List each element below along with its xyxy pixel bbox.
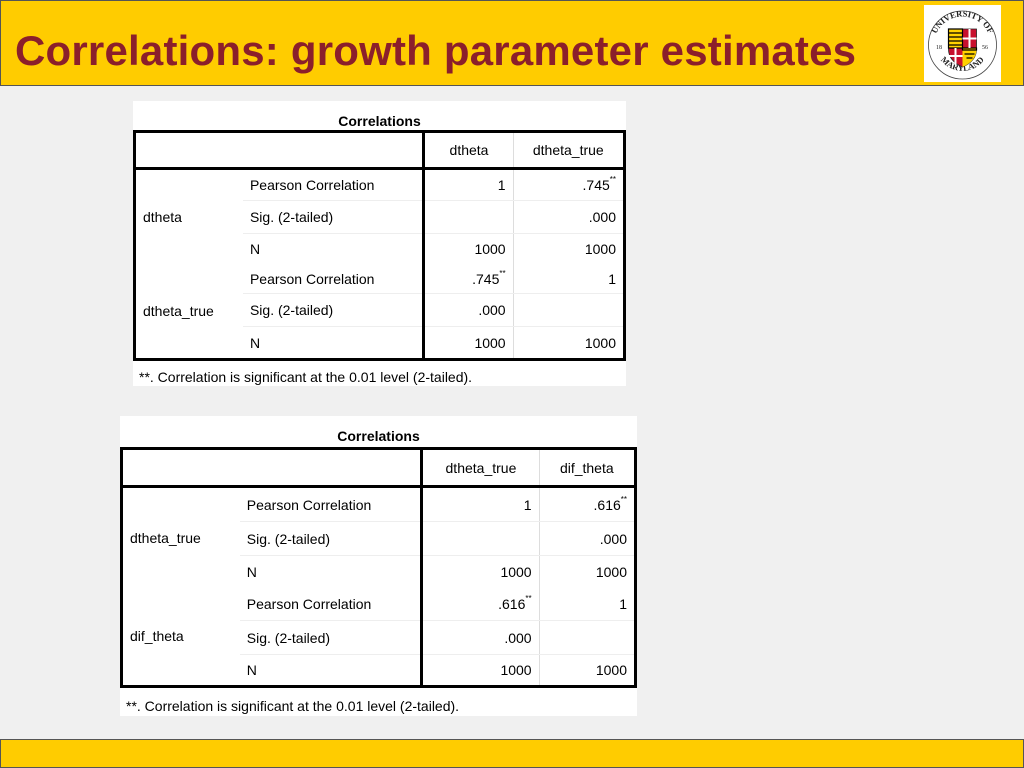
table-caption: Correlations [338,113,421,129]
table-cell: 1000 [421,654,540,687]
row-stat-label: N [242,326,426,360]
table-cell: 1 [421,486,540,522]
header-corner [121,448,424,488]
table-row: Sig. (2-tailed) .000 [122,620,636,655]
correlations-table-2: Correlations dtheta_true dif_theta dthet… [120,416,637,716]
table-cell: .000 [421,620,540,655]
svg-text:18: 18 [936,45,942,51]
row-stat-label: Pearson Correlation [239,587,424,621]
correlation-grid: dtheta dtheta_true dtheta Pearson Correl… [133,130,626,361]
column-header: dtheta_true [421,448,540,488]
table-cell: .000 [423,293,514,327]
table-cell: 1000 [421,555,540,588]
table-row: dtheta_true Pearson Correlation 1 .616** [122,486,636,546]
table-row: Sig. (2-tailed) .000 [122,521,636,556]
table-cell: .745** [513,168,625,201]
table-cell: .616** [539,486,636,522]
table-cell: 1 [513,264,625,294]
row-stat-label: N [242,233,426,265]
table-cell: 1 [423,168,514,201]
column-header-row: dtheta dtheta_true [134,131,625,170]
slide-title: Correlations: growth parameter estimates [15,27,857,74]
table-cell: 1000 [595,563,627,580]
row-stat-label: N [239,654,424,687]
table-row: dif_theta Pearson Correlation .616** 1 [122,587,636,644]
table-cell: .616** [421,587,540,621]
table-row: Sig. (2-tailed) .000 [135,293,625,327]
header-corner [134,131,426,170]
table-cell: 1000 [584,334,616,351]
row-variable-label: dif_theta [130,628,184,645]
table-cell: 1 [539,587,636,621]
correlations-table-1: Correlations dtheta dtheta_true dtheta P… [133,101,626,386]
row-variable-label: dtheta [143,209,182,226]
university-logo: UNIVERSITY OF MARYLAND 18 56 [924,5,1001,82]
row-variable-label: dtheta_true [130,529,201,546]
row-stat-label: N [239,555,424,588]
row-stat-label: Sig. (2-tailed) [239,521,424,556]
row-stat-label: Sig. (2-tailed) [239,620,424,655]
row-stat-label: Sig. (2-tailed) [242,200,426,234]
row-stat-label: Sig. (2-tailed) [242,293,426,327]
table-footnote: **. Correlation is significant at the 0.… [126,698,460,714]
column-header: dtheta_true [513,131,625,170]
row-stat-label: Pearson Correlation [239,486,424,522]
row-variable-label: dtheta_true [143,303,214,320]
university-seal-icon: UNIVERSITY OF MARYLAND 18 56 [928,8,997,80]
table-row: N 1000 1000 [122,555,636,588]
table-cell: .000 [513,200,625,234]
table-cell [423,200,514,234]
table-cell [539,620,636,655]
table-cell [513,293,625,327]
table-caption: Correlations [337,428,420,444]
svg-text:56: 56 [982,45,988,51]
table-cell: 1000 [584,241,616,258]
column-header: dif_theta [539,448,636,488]
table-cell: 1000 [423,233,514,265]
table-cell: 1000 [423,326,514,360]
column-header-row: dtheta_true dif_theta [121,448,636,488]
table-footnote: **. Correlation is significant at the 0.… [139,369,473,385]
table-row: N 1000 1000 [122,654,636,687]
table-row: N 1000 1000 [135,326,625,360]
table-row: N 1000 1000 [135,233,625,265]
column-header: dtheta [423,131,514,170]
table-cell: .745** [423,264,514,294]
footer-banner [0,739,1024,768]
correlation-grid: dtheta_true dif_theta dtheta_true Pearso… [120,447,637,688]
table-row: Sig. (2-tailed) .000 [135,200,625,234]
row-stat-label: Pearson Correlation [242,168,426,201]
table-row: dtheta_true Pearson Correlation .745** 1 [135,264,625,319]
table-cell [421,521,540,556]
table-cell: .000 [539,521,636,556]
row-stat-label: Pearson Correlation [242,264,426,294]
table-row: dtheta Pearson Correlation 1 .745** [135,168,625,225]
title-banner: Correlations: growth parameter estimates… [0,0,1024,86]
table-cell: 1000 [595,662,627,678]
